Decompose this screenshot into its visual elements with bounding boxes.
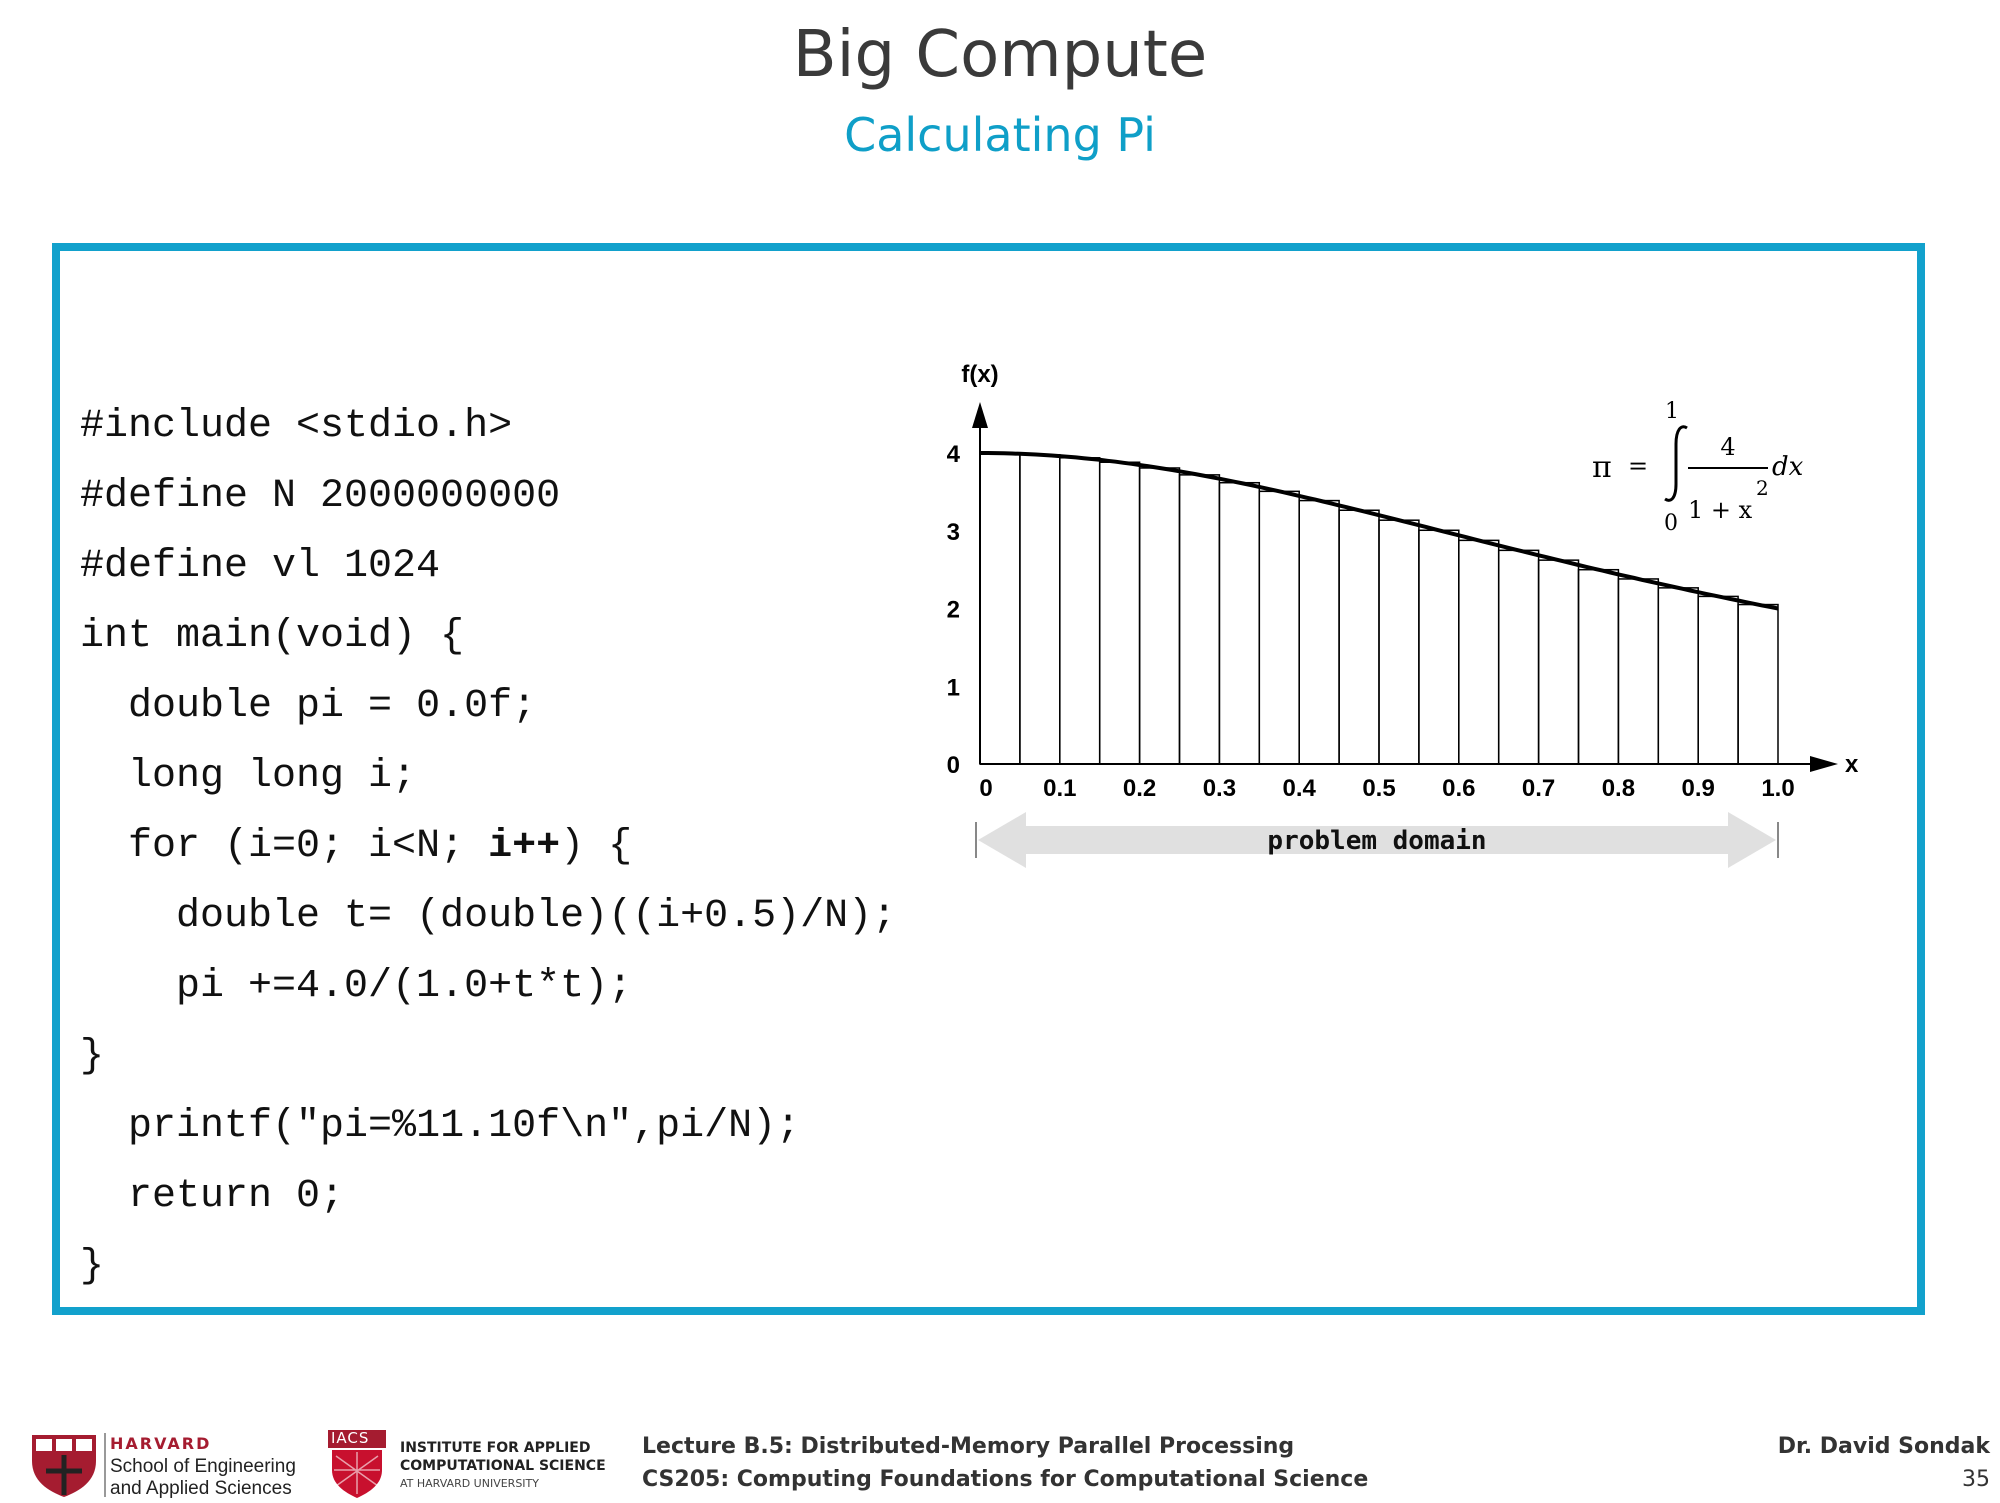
integral-sign: [1664, 425, 1688, 502]
x-tick-label: 0.2: [1123, 775, 1156, 802]
riemann-bar: [1657, 587, 1699, 765]
y-tick-label: 4: [947, 441, 961, 468]
code-line: #define N 2000000000: [80, 474, 561, 519]
riemann-bar: [1059, 457, 1101, 765]
code-line: #define vl 1024: [80, 544, 441, 589]
riemann-bar: [979, 452, 1021, 765]
x-tick-label: 0.3: [1203, 775, 1236, 802]
riemann-bar: [1019, 453, 1061, 765]
y-tick-label: 3: [947, 519, 960, 546]
riemann-bar: [1697, 595, 1739, 765]
code-line: pi +=4.0/(1.0+t*t);: [176, 964, 633, 1009]
formula-exponent: 2: [1756, 476, 1769, 500]
y-tick-label: 2: [947, 597, 960, 624]
x-tick-label: 0.5: [1362, 775, 1395, 802]
y-axis-label: f(x): [961, 361, 998, 388]
x-tick-label: 0.7: [1522, 775, 1555, 802]
course-title: CS205: Computing Foundations for Computa…: [642, 1467, 1369, 1492]
x-tick-label: 0: [979, 775, 992, 802]
x-axis-label: x: [1845, 751, 1859, 778]
riemann-bar: [1737, 603, 1779, 765]
code-line: int main(void) {: [80, 614, 465, 659]
riemann-bar: [1577, 568, 1620, 765]
x-axis-arrow: [1810, 756, 1838, 772]
author-name: Dr. David Sondak: [1777, 1434, 1990, 1459]
code-line: printf("pi=%11.10f\n",pi/N);: [128, 1104, 801, 1149]
x-tick-label: 0.6: [1442, 775, 1475, 802]
riemann-bar: [1537, 559, 1580, 765]
code-line: return 0;: [128, 1174, 345, 1219]
riemann-bar: [1138, 467, 1181, 765]
iacs-line2: COMPUTATIONAL SCIENCE: [400, 1458, 606, 1474]
riemann-bar: [1298, 499, 1340, 765]
riemann-bar: [1418, 529, 1460, 765]
y-axis-arrow: [972, 402, 988, 428]
y-tick-label: 0: [947, 752, 960, 779]
code-line: }: [80, 1244, 105, 1289]
formula-denominator: 1 + x: [1688, 496, 1753, 524]
riemann-bar: [1378, 519, 1420, 765]
harvard-shield-logo: [30, 1433, 98, 1497]
formula-dx: dx: [1772, 452, 1804, 482]
x-tick-label: 0.8: [1602, 775, 1635, 802]
harvard-label: HARVARD: [110, 1434, 212, 1453]
code-line: }: [80, 1034, 105, 1079]
seas-line1: School of Engineering: [110, 1456, 296, 1477]
x-tick-label: 1.0: [1761, 775, 1794, 802]
riemann-bar: [1178, 474, 1221, 765]
iacs-logo: [328, 1430, 386, 1498]
x-tick-label: 0.9: [1682, 775, 1715, 802]
x-tick-label: 0.1: [1043, 775, 1076, 802]
iacs-badge: IACS: [331, 1429, 370, 1447]
slide-title: Big Compute: [792, 18, 1208, 92]
formula-numerator: 4: [1720, 433, 1735, 461]
code-block: #include <stdio.h> #define N 2000000000 #d…: [80, 392, 896, 1302]
code-line: double pi = 0.0f;: [128, 684, 537, 729]
pi-formula: π = 1 0 4 1 + x 2 dx: [1592, 399, 1804, 536]
formula-equals: =: [1628, 452, 1648, 480]
iacs-line3: AT HARVARD UNIVERSITY: [400, 1477, 539, 1490]
code-line: long long i;: [128, 754, 417, 799]
riemann-bar: [1338, 509, 1380, 765]
domain-arrow: [978, 812, 1776, 868]
formula-lhs: π: [1592, 450, 1612, 485]
riemann-bar: [1458, 539, 1500, 765]
content-frame: [52, 243, 1925, 1315]
riemann-bar: [1218, 481, 1261, 765]
y-tick-label: 1: [947, 674, 960, 701]
formula-lower-limit: 0: [1664, 511, 1678, 536]
code-line: for (i=0; i<N; i++) {: [128, 824, 633, 869]
harvard-logo-divider: [104, 1433, 106, 1497]
riemann-bar: [1098, 461, 1141, 765]
page-number: 35: [1962, 1467, 1990, 1492]
riemann-bar: [1497, 549, 1540, 765]
lecture-title: Lecture B.5: Distributed-Memory Parallel…: [642, 1434, 1295, 1459]
code-line: double t= (double)((i+0.5)/N);: [176, 894, 897, 939]
riemann-bar: [1617, 578, 1660, 765]
code-line: #include <stdio.h>: [80, 404, 513, 449]
seas-line2: and Applied Sciences: [110, 1478, 292, 1499]
riemann-bar: [1258, 490, 1300, 765]
function-curve: [980, 451, 1779, 611]
formula-upper-limit: 1: [1665, 399, 1679, 424]
domain-label: problem domain: [1267, 826, 1486, 856]
iacs-line1: INSTITUTE FOR APPLIED: [400, 1440, 591, 1456]
bars-group: [979, 452, 1779, 765]
slide-subtitle: Calculating Pi: [844, 108, 1156, 162]
x-tick-label: 0.4: [1283, 775, 1317, 802]
